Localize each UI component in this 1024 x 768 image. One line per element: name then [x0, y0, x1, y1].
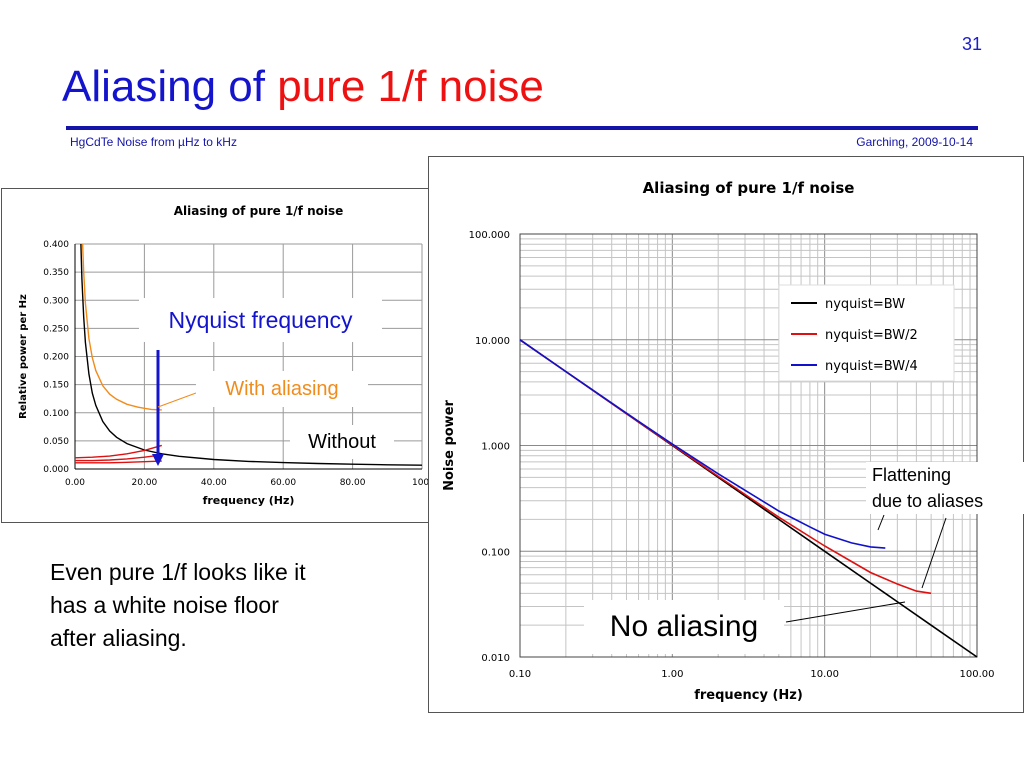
x-tick-label: 0.10: [509, 669, 531, 680]
y-tick-label: 0.250: [43, 324, 69, 334]
y-tick-label: 0.010: [481, 653, 510, 664]
y-tick-label: 0.000: [43, 465, 69, 475]
x-tick-label: 80.00: [340, 478, 366, 488]
title-highlight: pure 1/f noise: [277, 62, 544, 111]
flattening-label: Flattening due to aliases: [866, 462, 1024, 514]
body-line: after aliasing.: [50, 625, 187, 651]
x-tick-label: 100.00: [960, 669, 995, 680]
y-axis-label: Noise power: [442, 400, 457, 491]
y-tick-label: 0.350: [43, 268, 69, 278]
y-tick-label: 0.400: [43, 240, 69, 250]
series-line: [75, 460, 162, 464]
series-line: [75, 454, 162, 462]
series-line: [80, 243, 423, 466]
title-prefix: Aliasing of: [62, 62, 278, 111]
with-aliasing-label: With aliasing: [196, 371, 368, 407]
series-line: [519, 339, 886, 549]
body-line: Even pure 1/f looks like it: [50, 559, 306, 585]
y-tick-label: 0.300: [43, 296, 69, 306]
slide-number: 31: [961, 34, 982, 54]
x-tick-label: 40.00: [201, 478, 227, 488]
loglog-chart: Aliasing of pure 1/f noise 100.000 10.000 1…: [442, 179, 995, 703]
y-tick-label: 0.200: [43, 353, 69, 363]
body-text: Even pure 1/f looks like it has a white …: [50, 556, 390, 655]
flattening-line-2: due to aliases: [872, 491, 984, 511]
x-axis-label: frequency (Hz): [694, 688, 803, 703]
y-axis-label: Relative power per Hz: [18, 294, 29, 419]
linear-chart-panel: Aliasing of pure 1/f noise 0.000 0.050 0.10…: [1, 188, 434, 523]
body-line: has a white noise floor: [50, 592, 279, 618]
x-tick-label: 20.00: [132, 478, 158, 488]
flattening-line-1: Flattening: [872, 465, 952, 485]
chart-title: Aliasing of pure 1/f noise: [174, 204, 344, 218]
footer-date: Garching, 2009-10-14: [856, 135, 973, 149]
y-tick-label: 10.000: [475, 336, 510, 347]
y-tick-label: 1.000: [481, 442, 510, 453]
legend-label: nyquist=BW: [825, 297, 905, 312]
nyquist-frequency-label: Nyquist frequency: [139, 298, 382, 342]
x-tick-label: 10.00: [810, 669, 839, 680]
chart-title: Aliasing of pure 1/f noise: [643, 179, 855, 197]
x-tick-label: 1.00: [661, 669, 683, 680]
series-line: [74, 444, 162, 459]
x-axis-label: frequency (Hz): [203, 494, 295, 507]
x-tick-label: 100.: [412, 478, 432, 488]
y-tick-label: 100.000: [469, 230, 510, 241]
no-aliasing-label: No aliasing: [584, 600, 784, 654]
y-tick-label: 0.150: [43, 381, 69, 391]
legend-label: nyquist=BW/4: [825, 359, 918, 374]
series-line: [81, 243, 162, 411]
linear-chart: Aliasing of pure 1/f noise 0.000 0.050 0.10…: [18, 204, 432, 507]
y-tick-label: 0.100: [43, 409, 69, 419]
title-divider: [66, 126, 978, 130]
y-tick-label: 0.100: [481, 547, 510, 558]
plot-frame: [519, 233, 978, 658]
x-tick-label: 0.00: [65, 478, 85, 488]
y-tick-label: 0.050: [43, 437, 69, 447]
without-aliasing-label: Without: [290, 425, 394, 459]
footer-topic: HgCdTe Noise from µHz to kHz: [70, 135, 237, 149]
x-tick-label: 60.00: [270, 478, 296, 488]
slide-title: Aliasing of pure 1/f noise: [62, 62, 544, 112]
legend-label: nyquist=BW/2: [825, 328, 918, 343]
